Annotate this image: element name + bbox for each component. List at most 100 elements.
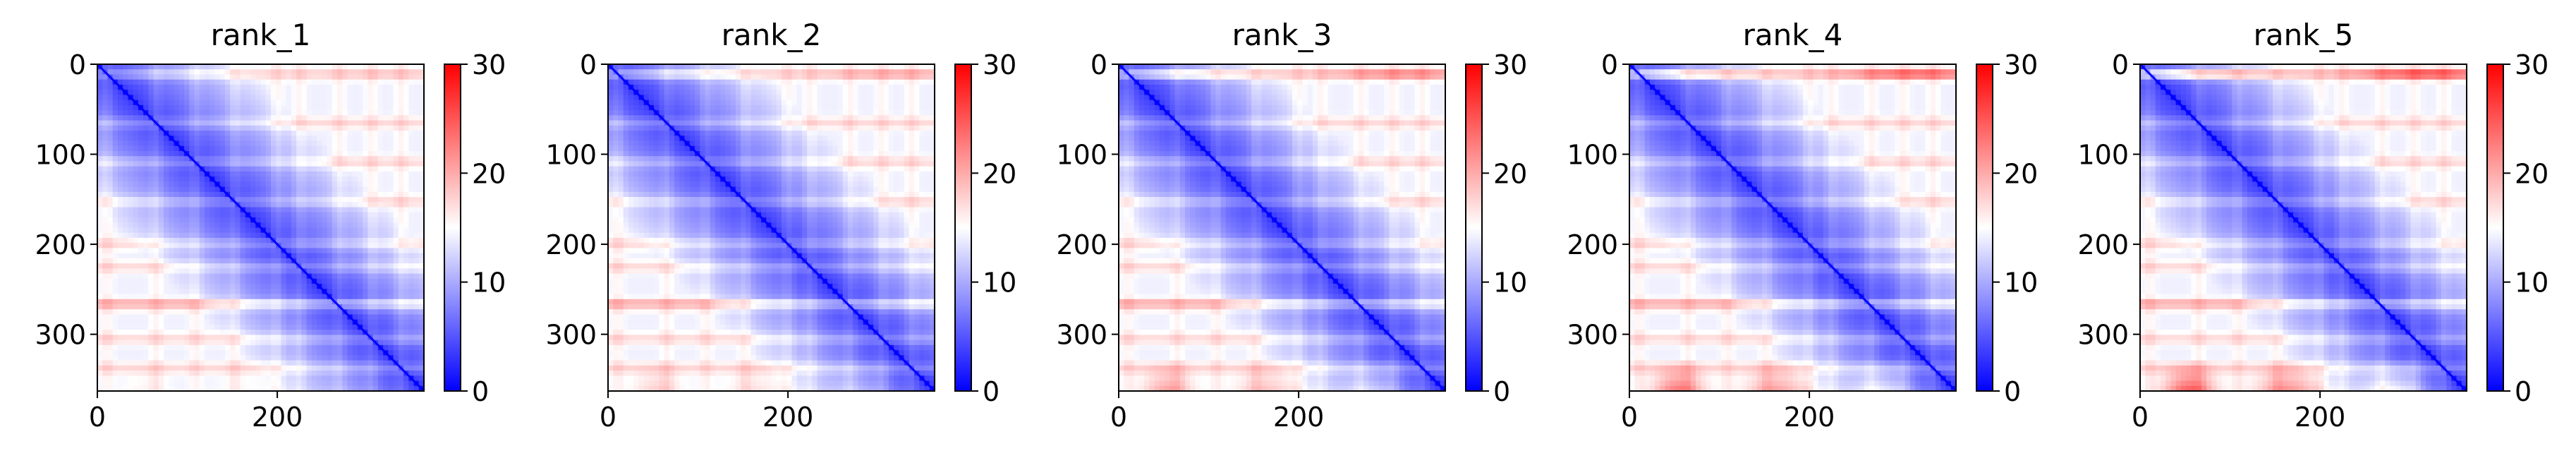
heatmap-cell [153,212,159,218]
heatmap-cell [183,166,190,172]
heatmap-cell [398,136,404,142]
heatmap-cell [618,79,624,85]
heatmap-cell [219,207,226,213]
heatmap-cell [363,294,369,300]
heatmap-cell [311,197,317,203]
heatmap-cell [837,100,844,106]
heatmap-cell [178,339,185,346]
heatmap-cell [363,324,369,330]
heatmap-cell [255,237,262,243]
heatmap-cell [270,74,277,80]
heatmap-cell [291,319,297,325]
heatmap-cell [408,186,415,193]
heatmap-cell [700,79,706,85]
heatmap-cell [260,181,267,188]
heatmap-cell [352,360,358,366]
heatmap-cell [332,84,338,90]
heatmap-cell [255,314,262,320]
heatmap-cell [618,84,624,90]
heatmap-cell [224,344,231,351]
heatmap-cell [276,69,282,76]
heatmap-cell [322,74,328,80]
heatmap-cell [337,344,343,351]
heatmap-cell [235,84,241,90]
heatmap-cell [766,84,772,90]
heatmap-cell [224,176,231,182]
heatmap-cell [174,90,180,95]
heatmap-cell [143,278,149,284]
heatmap-cell [240,319,246,325]
heatmap-cell [347,339,353,346]
heatmap-cell [270,79,277,85]
heatmap-cell [327,181,333,188]
heatmap-cell [654,74,660,80]
heatmap-cell [306,104,312,111]
heatmap-cell [97,314,103,320]
heatmap-cell [786,110,793,116]
heatmap-cell [377,202,384,208]
heatmap-cell [848,100,853,106]
heatmap-cell [684,64,691,70]
heatmap-cell [352,299,358,305]
heatmap-cell [694,100,700,106]
heatmap-cell [209,284,215,289]
heatmap-cell [133,227,139,234]
heatmap-cell [311,79,317,85]
heatmap-cell [265,360,272,366]
heatmap-cell [832,115,839,121]
heatmap-cell [327,191,333,198]
heatmap-cell [194,176,200,182]
heatmap-cell [250,181,256,188]
heatmap-cell [117,314,123,320]
heatmap-cell [286,110,292,116]
heatmap-cell [337,330,343,336]
heatmap-cell [311,104,317,111]
heatmap-cell [347,355,353,361]
heatmap-cell [250,90,256,95]
heatmap-cell [291,243,297,249]
heatmap-cell [352,100,358,106]
heatmap-cell [408,74,415,80]
heatmap-cell [235,365,241,371]
heatmap-cell [112,156,119,162]
heatmap-cell [133,115,139,121]
heatmap-cell [143,355,149,361]
heatmap-cell [194,289,200,295]
heatmap-cell [398,232,404,239]
heatmap-cell [413,350,420,356]
heatmap-cell [408,253,415,259]
heatmap-cell [301,186,308,193]
heatmap-cell [372,375,379,382]
heatmap-cell [306,294,312,300]
heatmap-cell [812,64,818,70]
heatmap-cell [158,110,164,116]
heatmap-cell [117,197,123,203]
heatmap-cell [776,110,782,116]
heatmap-cell [164,227,169,234]
heatmap-cell [363,365,369,371]
heatmap-cell [148,324,154,330]
heatmap-cell [250,171,256,177]
heatmap-cell [214,268,221,275]
heatmap-cell [245,232,251,239]
heatmap-cell [133,202,139,208]
heatmap-cell [388,289,394,295]
heatmap-cell [230,227,236,234]
heatmap-cell [301,166,308,172]
heatmap-cell [153,95,159,101]
heatmap-cell [322,115,328,121]
heatmap-cell [123,84,128,90]
heatmap-cell [281,212,287,218]
heatmap-cell [117,350,123,356]
heatmap-cell [377,166,384,172]
heatmap-cell [123,131,128,136]
heatmap-cell [398,314,404,320]
heatmap-cell [102,140,109,147]
heatmap-cell [178,365,185,371]
heatmap-cell [138,284,144,289]
heatmap-cell [909,125,915,131]
heatmap-cell [786,79,793,85]
heatmap-cell [178,314,185,320]
heatmap-cell [418,197,425,203]
heatmap-cell [97,335,103,341]
